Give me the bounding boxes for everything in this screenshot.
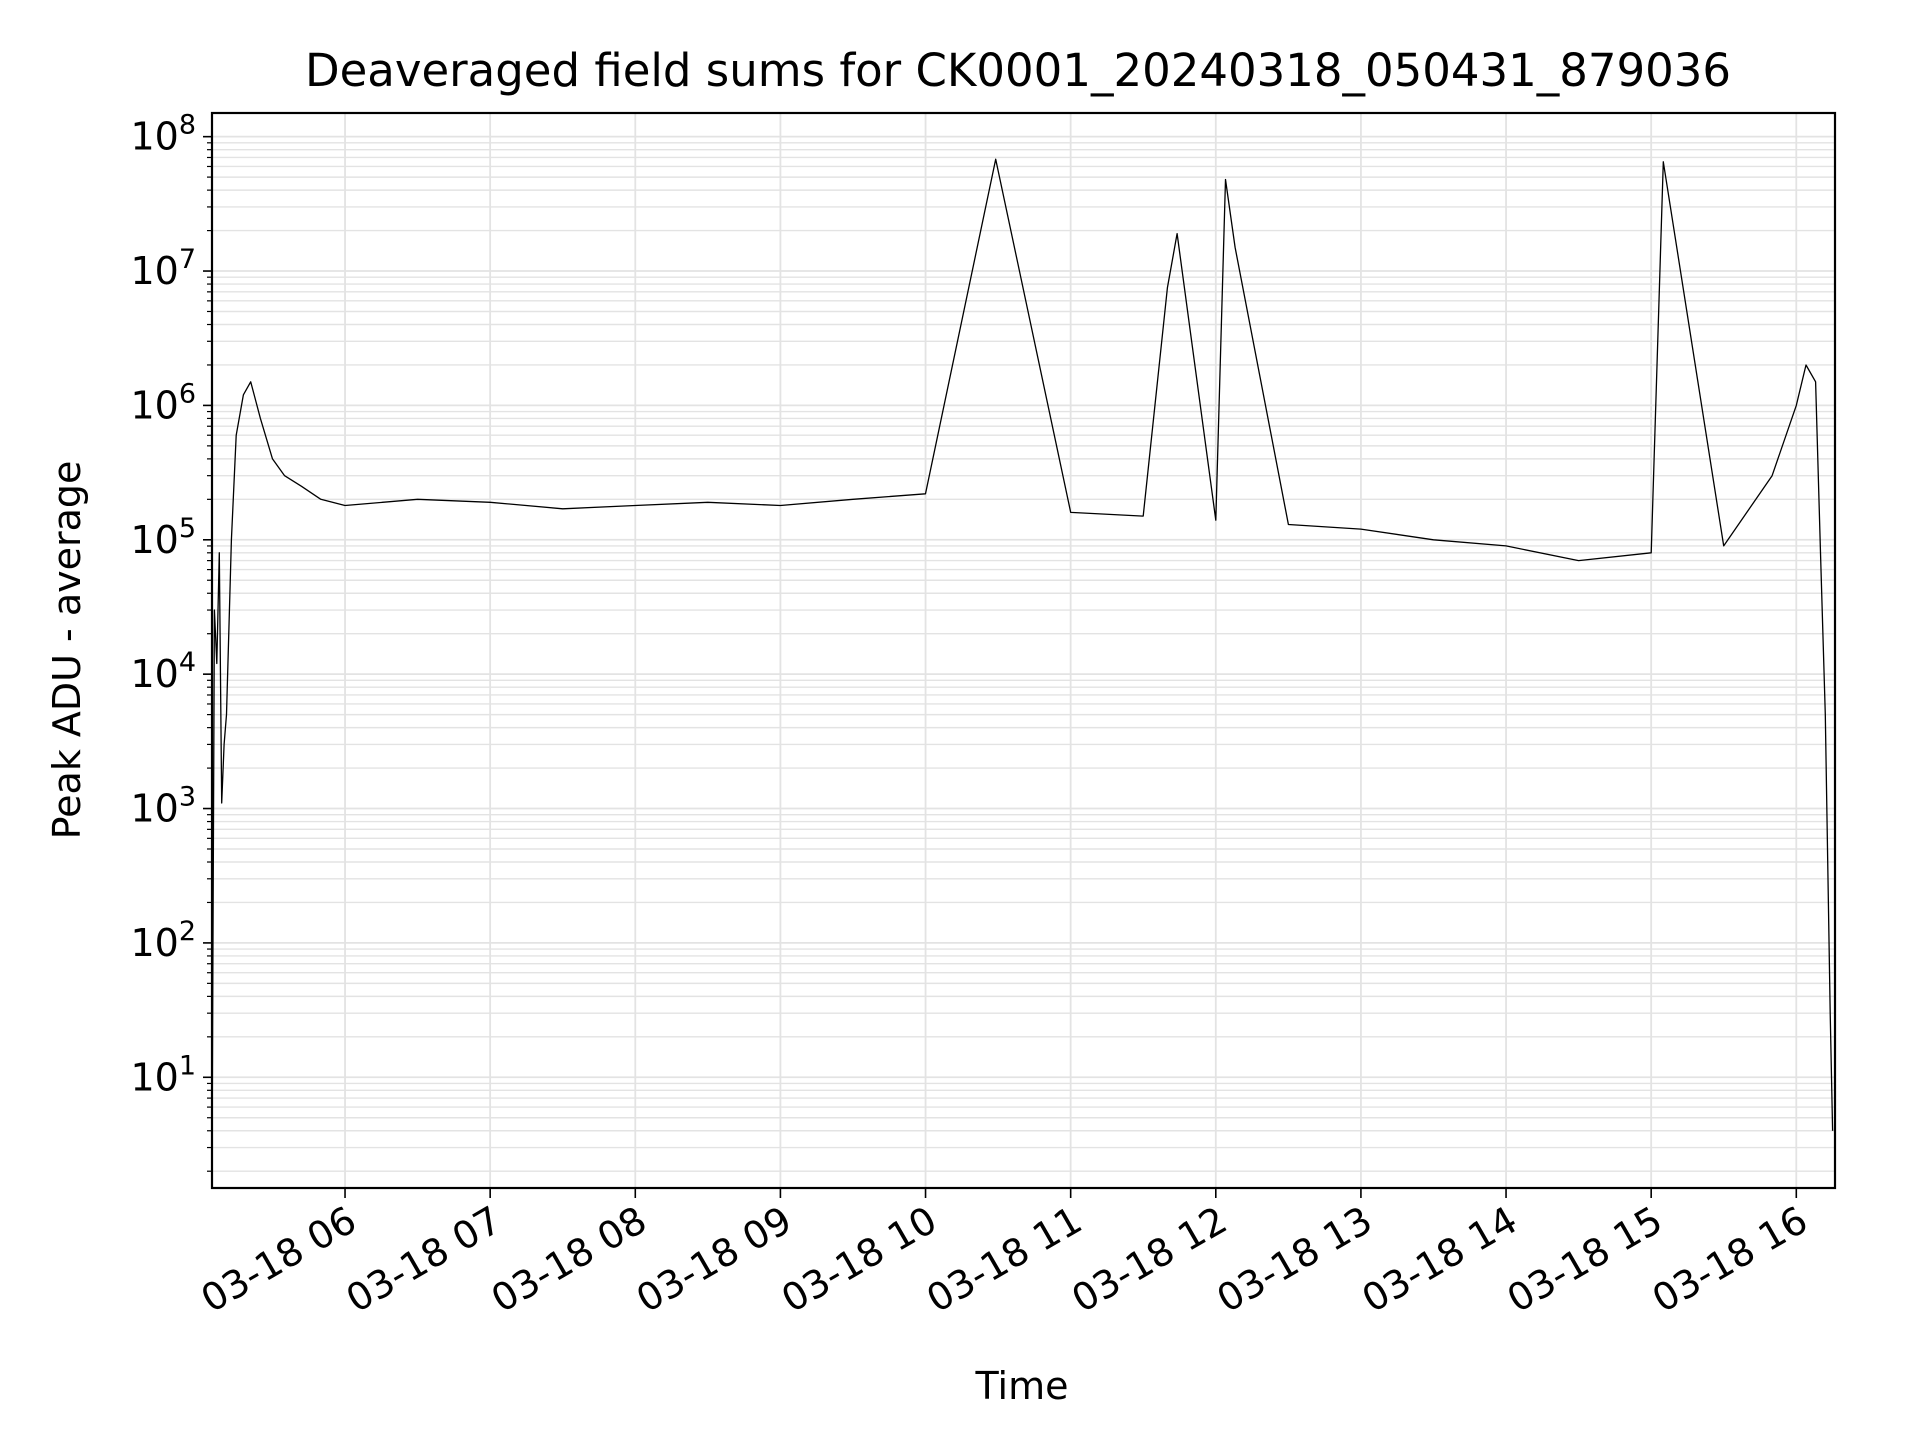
x-tick-label: 03-18 10 (774, 1198, 944, 1322)
x-tick-label: 03-18 12 (1064, 1198, 1234, 1322)
plot-frame (210, 111, 1837, 1190)
x-tick-label: 03-18 15 (1500, 1198, 1670, 1322)
x-tick-label: 03-18 13 (1209, 1198, 1379, 1322)
x-tick-label: 03-18 08 (484, 1198, 654, 1322)
chart-title: Deaveraged field sums for CK0001_2024031… (305, 44, 1731, 97)
x-tick-label: 03-18 09 (629, 1198, 799, 1322)
y-tick-label: 106 (130, 378, 196, 427)
x-tick-label: 03-18 06 (194, 1198, 364, 1322)
y-tick-label: 104 (130, 647, 196, 696)
series-layer (211, 158, 1834, 1172)
y-tick-label: 102 (130, 916, 196, 965)
y-tick-label: 105 (130, 513, 196, 562)
x-tick-label: 03-18 11 (919, 1198, 1089, 1322)
y-axis: 101 102 103 104 105 106 107 108 (130, 110, 212, 1172)
y-tick-label: 101 (130, 1050, 196, 1099)
x-tick-label: 03-18 07 (339, 1198, 509, 1322)
y-axis-label: Peak ADU - average (45, 461, 89, 840)
y-tick-label: 107 (130, 244, 196, 293)
x-tick-label: 03-18 16 (1645, 1198, 1815, 1322)
y-tick-label: 108 (130, 110, 196, 159)
x-tick-label: 03-18 14 (1355, 1198, 1525, 1322)
x-axis-label: Time (975, 1364, 1069, 1408)
y-tick-label: 103 (130, 782, 196, 831)
series-line-0 (211, 158, 1834, 1172)
grid (212, 113, 1835, 1188)
